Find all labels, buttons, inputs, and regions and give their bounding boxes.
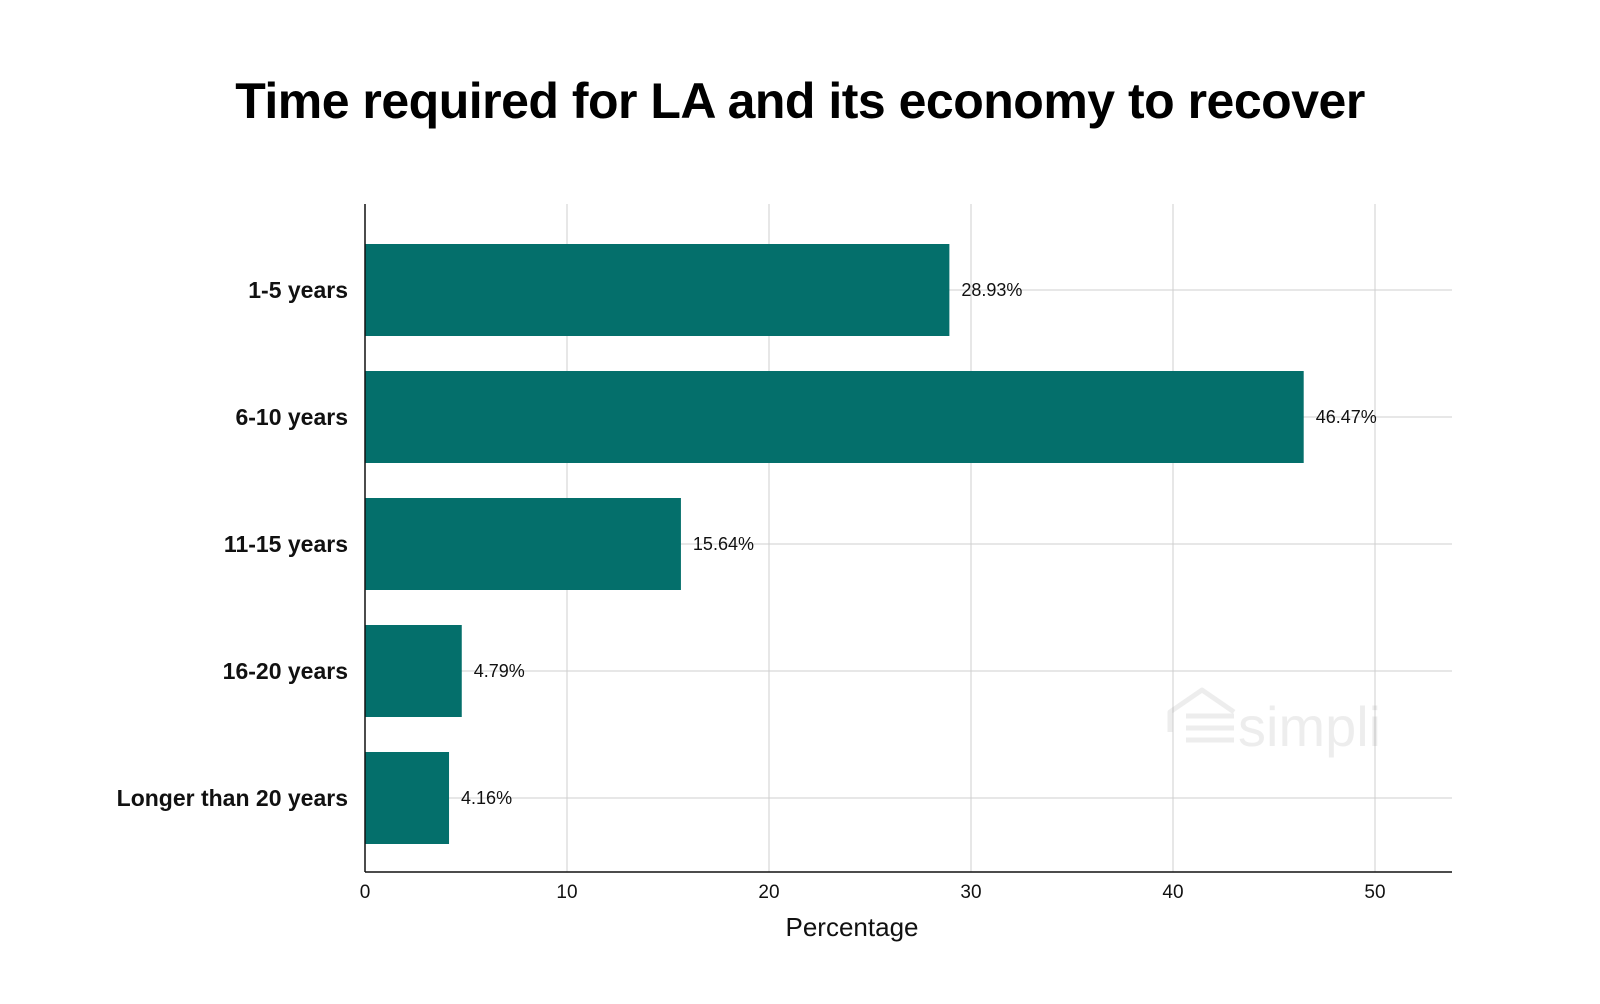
x-tick-label: 0 bbox=[360, 882, 371, 903]
category-label: 6-10 years bbox=[235, 404, 348, 430]
bar-2 bbox=[365, 371, 1304, 463]
category-label: 16-20 years bbox=[223, 658, 348, 684]
category-labels: 1-5 years 6-10 years 11-15 years 16-20 year… bbox=[117, 277, 348, 811]
bar-4 bbox=[365, 625, 462, 717]
data-labels: 28.93% 46.47% 15.64% 4.79% 4.16% bbox=[461, 280, 1377, 808]
bar-value-label: 28.93% bbox=[961, 280, 1022, 300]
x-tick-labels: 0 10 20 30 40 50 bbox=[360, 882, 1386, 903]
category-label: 1-5 years bbox=[248, 277, 348, 303]
category-label: Longer than 20 years bbox=[117, 785, 348, 811]
bar-value-label: 46.47% bbox=[1316, 407, 1377, 427]
bar-1 bbox=[365, 244, 950, 336]
x-tick-label: 40 bbox=[1162, 882, 1183, 903]
x-tick-label: 20 bbox=[758, 882, 779, 903]
x-tick-label: 50 bbox=[1364, 882, 1385, 903]
bar-5 bbox=[365, 752, 450, 844]
x-axis-title: Percentage bbox=[786, 912, 919, 942]
bar-value-label: 4.16% bbox=[461, 788, 512, 808]
bar-3 bbox=[365, 498, 681, 590]
bar-value-label: 15.64% bbox=[693, 534, 754, 554]
x-tick-label: 10 bbox=[556, 882, 577, 903]
x-tick-label: 30 bbox=[960, 882, 981, 903]
chart-title: Time required for LA and its economy to … bbox=[235, 73, 1365, 129]
bars bbox=[365, 244, 1304, 844]
bar-value-label: 4.79% bbox=[474, 661, 525, 681]
house-lines-icon bbox=[1167, 687, 1236, 743]
watermark-text: simpli bbox=[1238, 695, 1381, 758]
category-label: 11-15 years bbox=[224, 531, 348, 557]
watermark-logo: simpli bbox=[1167, 687, 1381, 758]
